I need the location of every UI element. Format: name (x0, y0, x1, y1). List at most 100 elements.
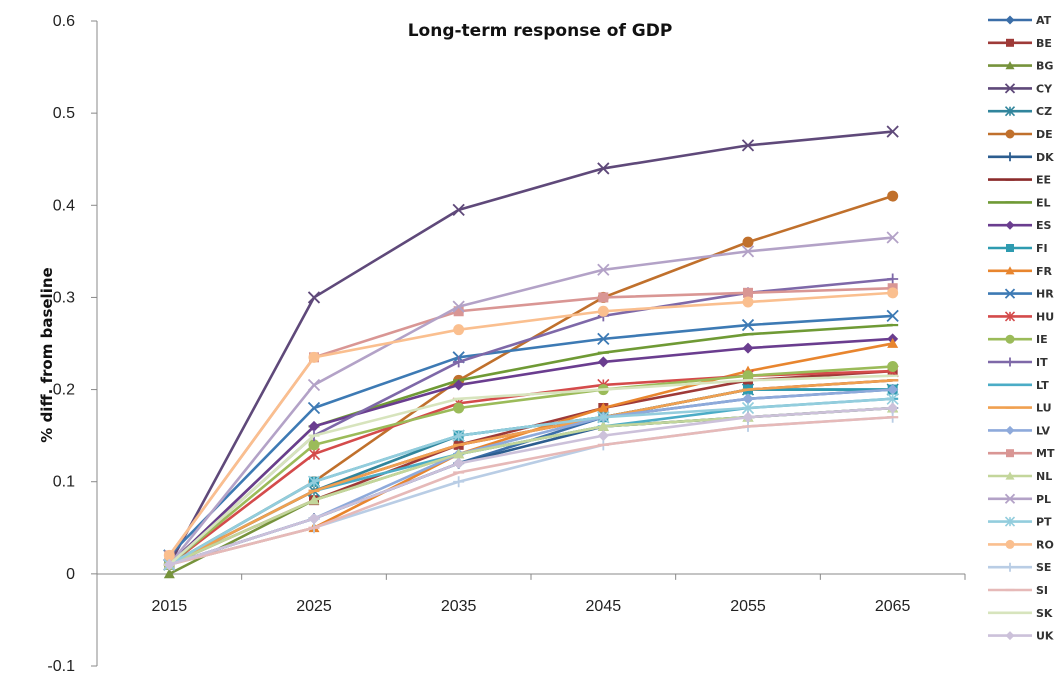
legend-item: CY (988, 82, 1053, 95)
data-point (742, 393, 754, 405)
legend-item: LV (988, 424, 1050, 437)
legend-item: BG (988, 60, 1053, 73)
data-point (598, 292, 609, 303)
data-point (887, 384, 899, 396)
series-line (169, 415, 893, 566)
legend-label: LV (1036, 424, 1050, 437)
y-tick-label: 0.5 (53, 105, 75, 122)
y-ticks: 0.6 0.5 0.4 0.3 0.2 0.1 0 -0.1 (47, 13, 97, 675)
series-line (168, 130, 893, 566)
data-point (597, 356, 609, 368)
y-tick-label: 0.4 (53, 197, 75, 214)
data-point (597, 332, 610, 346)
legend-label: EE (1036, 174, 1051, 187)
series-line (168, 374, 893, 566)
data-point (597, 430, 609, 442)
legend-item: EE (988, 174, 1051, 187)
data-point (453, 306, 464, 317)
legend-item: PT (988, 516, 1052, 529)
data-point (452, 300, 465, 313)
legend-label: CY (1036, 82, 1053, 95)
legend-item: RO (988, 538, 1054, 551)
legend-item: CZ (988, 105, 1052, 118)
data-point (597, 162, 610, 175)
data-point (453, 448, 465, 459)
legend-marker (1004, 311, 1016, 322)
legend-item: LT (988, 379, 1049, 392)
y-axis-label: % diff. from baseline (38, 267, 56, 442)
data-point (742, 370, 754, 382)
legend-label: FI (1036, 242, 1048, 255)
data-point (453, 402, 465, 414)
legend-item: DE (988, 128, 1053, 141)
legend-marker (1005, 152, 1015, 162)
data-point (597, 402, 609, 413)
series-line (168, 337, 893, 566)
x-tick-label: 2015 (152, 598, 188, 615)
legend: AT BE BG CY CZ DE DK EE EL ES FI FR HR HU IE IT LT LU LV MT… (988, 14, 1055, 643)
series-line (168, 291, 893, 557)
series-line (168, 236, 893, 566)
legend-marker (1006, 244, 1014, 252)
chart-title: Long-term response of GDP (408, 21, 673, 41)
data-point (308, 351, 320, 363)
legend-marker (1005, 471, 1015, 480)
y-tick-label: 0.2 (53, 382, 75, 399)
series-sk (163, 374, 899, 566)
legend-label: BE (1036, 37, 1052, 50)
legend-item: EL (988, 196, 1051, 209)
legend-item: DK (988, 151, 1054, 164)
legend-item: HU (988, 310, 1054, 323)
legend-item: PL (988, 493, 1051, 506)
legend-marker (1006, 38, 1014, 47)
data-point (887, 361, 899, 373)
y-tick-label: 0.6 (53, 13, 75, 30)
x-tick-label: 2025 (296, 598, 332, 615)
data-point (887, 273, 899, 285)
data-point (597, 411, 610, 424)
legend-marker (1005, 61, 1015, 70)
series-uk (163, 402, 899, 571)
legend-label: HU (1036, 310, 1054, 323)
data-point (597, 305, 609, 317)
legend-label: FR (1036, 265, 1053, 278)
data-point (742, 342, 754, 354)
data-point (308, 513, 320, 525)
series-cy (163, 125, 899, 571)
legend-item: IE (988, 333, 1048, 346)
legend-item: SI (988, 584, 1048, 597)
series-ro (163, 287, 899, 561)
legend-label: LU (1036, 402, 1052, 415)
legend-item: ES (988, 219, 1052, 232)
legend-marker (1004, 516, 1016, 527)
y-tick-label: 0.1 (53, 474, 75, 491)
legend-item: IT (988, 356, 1048, 369)
data-point (163, 549, 175, 561)
x-tick-label: 2035 (441, 598, 477, 615)
series-group (163, 125, 899, 579)
legend-label: SI (1036, 584, 1048, 597)
legend-label: DK (1036, 151, 1054, 164)
data-point (742, 411, 754, 423)
series-line (168, 379, 893, 566)
legend-marker (1005, 357, 1015, 367)
series-line (168, 314, 893, 557)
data-point (887, 338, 899, 348)
legend-marker (1005, 539, 1015, 549)
legend-label: EL (1036, 196, 1051, 209)
data-point (597, 263, 610, 276)
data-point (453, 379, 465, 391)
data-point (307, 448, 321, 461)
data-point (887, 190, 899, 202)
legend-label: AT (1036, 14, 1052, 27)
data-point (307, 291, 321, 304)
data-point (453, 324, 465, 336)
legend-item: LU (988, 402, 1052, 415)
legend-item: FR (988, 265, 1053, 278)
legend-label: SE (1036, 561, 1051, 574)
legend-label: BG (1036, 60, 1053, 73)
data-point (597, 420, 609, 431)
data-point (741, 245, 755, 258)
legend-item: SK (988, 607, 1053, 620)
